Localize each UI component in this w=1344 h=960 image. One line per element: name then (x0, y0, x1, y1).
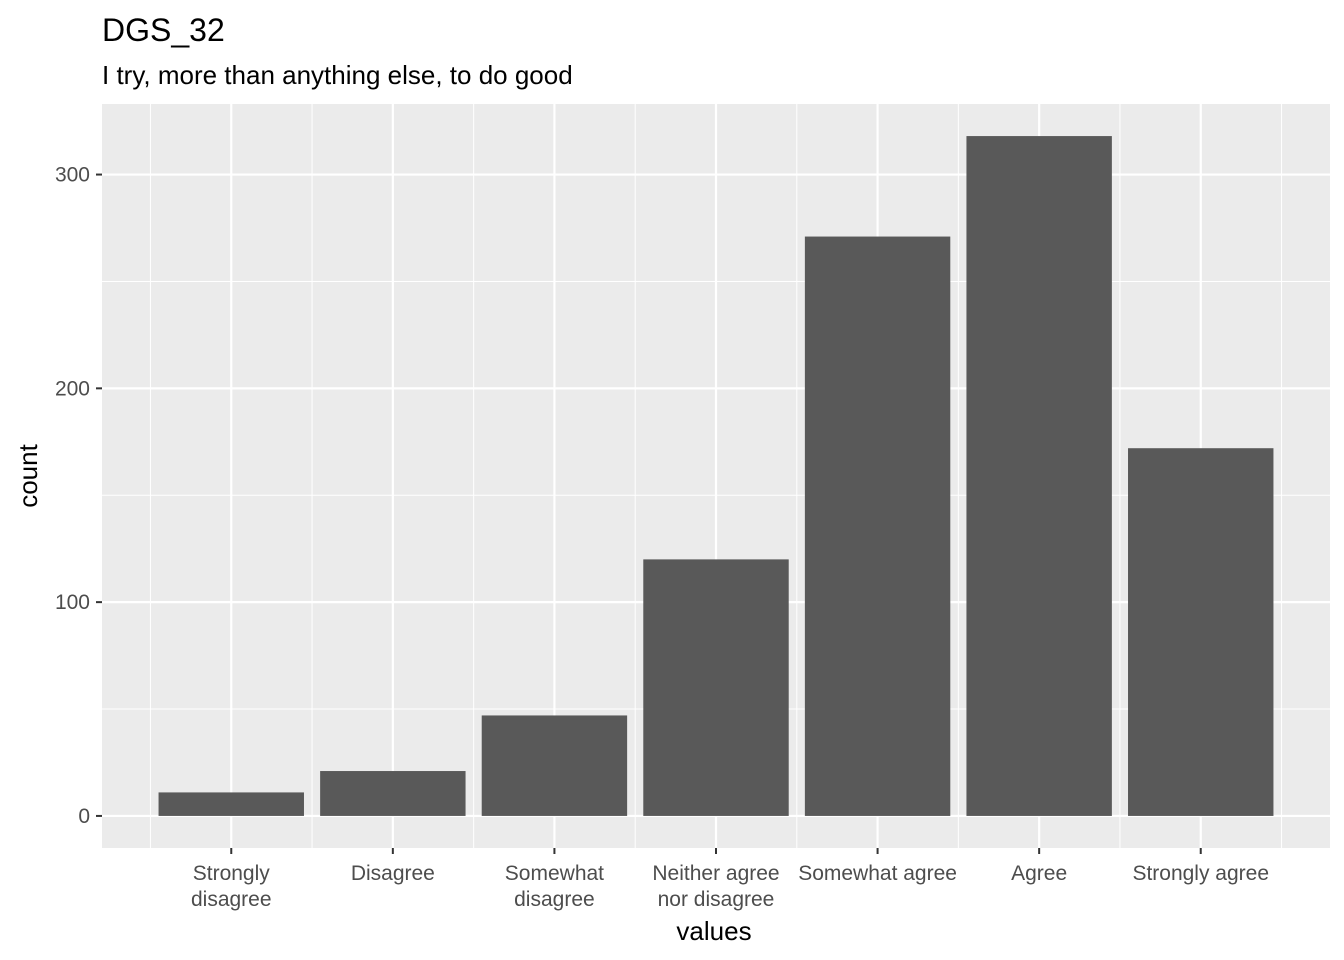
bar (158, 792, 304, 816)
bars (158, 136, 1274, 816)
x-tick-label: Strongly agree (1132, 862, 1269, 885)
x-axis-title: values (676, 916, 751, 946)
y-tick-label: 300 (55, 164, 90, 187)
y-axis: 0 100 200 300 (55, 164, 102, 828)
y-axis-title: count (13, 443, 43, 507)
x-tick-label: Agree (1011, 862, 1067, 885)
x-tick-label: Somewhat agree (798, 862, 957, 885)
bar (481, 715, 628, 816)
x-axis: Strongly disagree Disagree Somewhat disagree… (191, 848, 1269, 911)
y-tick-label: 100 (55, 591, 90, 614)
y-tick-label: 200 (55, 377, 90, 400)
bar (966, 136, 1112, 816)
x-tick-label: Somewhat disagree (505, 862, 604, 911)
chart-title: DGS_32 (102, 12, 225, 48)
chart-subtitle: I try, more than anything else, to do go… (102, 60, 573, 90)
bar (643, 559, 789, 816)
y-tick-label: 0 (78, 805, 90, 828)
bar (1128, 448, 1274, 816)
bar (320, 771, 466, 816)
x-tick-label: Strongly disagree (191, 862, 272, 911)
bar (804, 236, 951, 816)
x-tick-label: Neither agree nor disagree (652, 862, 779, 911)
x-tick-label: Disagree (351, 862, 435, 885)
